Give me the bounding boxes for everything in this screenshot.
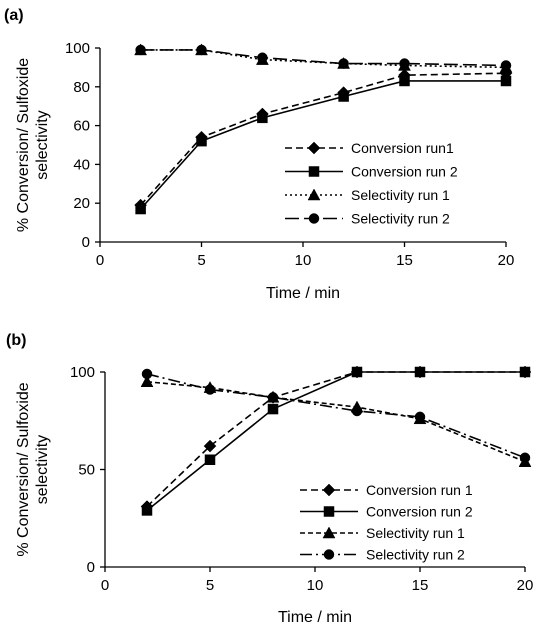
legend-label: Conversion run 2 (366, 504, 473, 520)
legend-marker (307, 188, 321, 201)
y-tick-label: 100 (70, 364, 95, 381)
x-tick-label: 5 (206, 577, 214, 594)
data-point (204, 454, 216, 465)
y-tick-label: 20 (73, 195, 90, 212)
data-point (414, 411, 426, 423)
series-line (146, 371, 525, 512)
data-point (257, 112, 268, 124)
y-tick-label: 60 (73, 118, 90, 135)
data-point (196, 135, 207, 147)
data-point (204, 384, 216, 395)
x-axis-title: Time / min (266, 285, 340, 302)
x-tick-label: 10 (307, 577, 324, 594)
legend-label: Selectivity run 1 (366, 525, 465, 541)
x-tick-label: 20 (498, 252, 515, 269)
data-point (203, 439, 217, 453)
y-axis-title-line-2: selectivity (34, 435, 51, 504)
legend-label: Conversion run 2 (351, 164, 458, 180)
series-line (140, 80, 506, 210)
series-conversion-run1 (134, 66, 513, 212)
panel-label: (a) (4, 7, 24, 24)
y-tick-label: 80 (73, 79, 90, 96)
data-point (500, 60, 512, 71)
data-point (500, 75, 512, 87)
legend-label: Selectivity run 2 (366, 547, 465, 563)
legend-entry: Selectivity run 1 (300, 525, 465, 541)
panel-label: (b) (6, 332, 26, 349)
data-point (141, 505, 153, 516)
legend-marker (308, 166, 320, 177)
data-point (519, 452, 531, 464)
legend-marker (323, 506, 335, 517)
y-tick-label: 50 (78, 462, 95, 479)
y-tick-label: 0 (82, 234, 90, 251)
legend-entry: Conversion run 1 (300, 482, 473, 498)
legend-label: Conversion run 1 (366, 482, 473, 498)
series-selectivity-run-1 (134, 43, 513, 73)
legend-marker (323, 549, 335, 560)
data-point (338, 91, 349, 102)
legend-entry: Conversion run1 (285, 140, 454, 156)
x-tick-label: 0 (101, 577, 109, 594)
data-point (399, 58, 410, 69)
y-tick-label: 100 (65, 40, 90, 57)
x-axis-title: Time / min (278, 609, 352, 626)
y-axis-title-line-1: % Conversion/ Sulfoxide (15, 58, 32, 232)
x-tick-label: 5 (197, 252, 205, 269)
series-line (140, 49, 507, 67)
series-line (146, 373, 526, 459)
data-point (414, 366, 426, 378)
legend-marker (322, 483, 336, 497)
x-tick-label: 15 (412, 577, 429, 594)
data-point (135, 203, 146, 215)
series-line (140, 72, 507, 206)
legend-entry: Selectivity run 2 (285, 211, 450, 227)
series-conversion-run-2 (135, 75, 512, 215)
data-point (135, 44, 146, 56)
y-axis-title-line-2: selectivity (34, 110, 51, 179)
data-point (267, 392, 279, 403)
legend-label: Selectivity run 2 (351, 211, 450, 227)
legend-entry: Selectivity run 1 (285, 187, 450, 203)
data-point (257, 52, 268, 63)
data-point (351, 366, 363, 378)
data-point (196, 44, 207, 56)
y-tick-label: 40 (73, 156, 90, 173)
series-selectivity-run-1 (140, 375, 532, 467)
x-tick-label: 0 (96, 252, 104, 269)
legend-label: Conversion run1 (351, 140, 454, 156)
data-point (141, 368, 153, 380)
legend-entry: Conversion run 2 (285, 164, 458, 180)
legend-marker (308, 213, 320, 224)
legend-label: Selectivity run 1 (351, 187, 450, 203)
data-point (351, 405, 363, 417)
data-point (140, 375, 154, 387)
series-selectivity-run-2 (141, 368, 531, 464)
data-point (399, 75, 410, 87)
chart-panel-b: (b) 0 50 100 0 5 10 15 20 Time / min % Conversion/… (6, 332, 533, 626)
series-line (146, 380, 526, 463)
x-tick-label: 20 (517, 577, 534, 594)
y-tick-label: 0 (87, 559, 95, 576)
legend-entry: Conversion run 2 (300, 504, 473, 520)
series-conversion-run-2 (141, 366, 531, 516)
legend-marker (322, 526, 336, 539)
data-point (338, 58, 349, 69)
x-tick-label: 10 (295, 252, 312, 269)
data-point (267, 403, 279, 415)
series-selectivity-run-2 (135, 44, 512, 71)
legend-marker (307, 141, 321, 155)
data-point (519, 366, 531, 378)
x-tick-label: 15 (396, 252, 413, 269)
chart-panel-a: (a) 0 20 40 60 80 100 0 5 10 15 20 Time / min % Conve… (4, 7, 514, 302)
legend-entry: Selectivity run 2 (300, 547, 465, 563)
y-axis-title-line-1: % Conversion/ Sulfoxide (15, 382, 32, 556)
